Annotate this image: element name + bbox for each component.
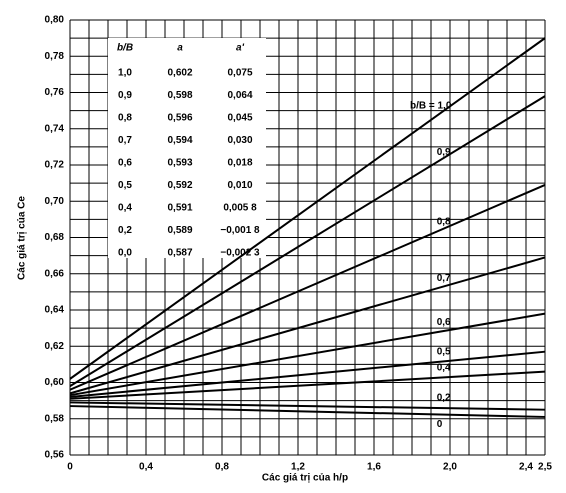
y-tick-label: 0,80 [45, 15, 65, 26]
y-tick-label: 0,70 [45, 196, 65, 207]
x-tick-label: 2,4 [519, 462, 533, 473]
y-axis-label: Các giá trị của Ce [17, 196, 28, 280]
table-cell: 0,045 [227, 113, 252, 124]
line-label: 0,8 [437, 216, 451, 227]
table-cell: 0,6 [118, 158, 132, 169]
table-cell: 0,594 [167, 135, 192, 146]
table-cell: −0,002 3 [220, 248, 260, 259]
x-tick-label: 0,8 [215, 462, 229, 473]
table-cell: 0,8 [118, 113, 132, 124]
table-cell: 0,587 [167, 248, 192, 259]
x-tick-label: 1,6 [367, 462, 381, 473]
line [69, 37, 546, 380]
table-cell: 0,602 [167, 68, 192, 79]
y-tick-label: 0,72 [45, 160, 65, 171]
x-tick-label: 2,5 [538, 462, 552, 473]
table-header: a [177, 43, 183, 54]
y-tick-label: 0,66 [45, 268, 65, 279]
table-cell: 0,4 [118, 203, 132, 214]
line-label: 0,5 [437, 347, 451, 358]
table-cell: 0,598 [167, 90, 192, 101]
y-tick-label: 0,58 [45, 413, 65, 424]
line [69, 256, 546, 395]
line-label: 0,4 [437, 362, 451, 373]
table-cell: 0,591 [167, 203, 192, 214]
table-cell: 0,005 8 [223, 203, 257, 214]
line [69, 401, 546, 411]
table-cell: −0,001 8 [220, 225, 260, 236]
table-header: b/B [117, 43, 133, 54]
y-tick-label: 0,78 [45, 51, 65, 62]
line [69, 370, 546, 400]
y-tick-label: 0,76 [45, 87, 65, 98]
line-label: b/B = 1,0 [410, 100, 452, 111]
table-cell: 0,5 [118, 180, 132, 191]
line-label: 0,6 [437, 317, 451, 328]
line-label: 0,7 [437, 273, 451, 284]
table-cell: 0,064 [227, 90, 252, 101]
y-tick-label: 0,64 [45, 305, 65, 316]
table-cell: 0,9 [118, 90, 132, 101]
y-tick-label: 0,74 [45, 123, 65, 134]
table-cell: 0,0 [118, 248, 132, 259]
line [69, 312, 546, 397]
table-header: a' [236, 43, 245, 54]
line [69, 350, 546, 398]
x-tick-label: 0,4 [139, 462, 153, 473]
table-cell: 0,030 [227, 135, 252, 146]
table-cell: 1,0 [118, 68, 132, 79]
table-box [108, 38, 266, 258]
x-tick-label: 2,0 [443, 462, 457, 473]
table-cell: 0,075 [227, 68, 252, 79]
x-tick-label: 1,2 [291, 462, 305, 473]
line-label: 0,9 [437, 147, 451, 158]
x-tick-label: 0 [67, 462, 73, 473]
x-axis-label: Các giá trị của h/p [262, 473, 348, 484]
table-cell: 0,593 [167, 158, 192, 169]
y-tick-label: 0,62 [45, 341, 65, 352]
table-cell: 0,592 [167, 180, 192, 191]
table-cell: 0,2 [118, 225, 132, 236]
y-tick-label: 0,56 [45, 450, 65, 461]
y-tick-label: 0,68 [45, 232, 65, 243]
line [69, 405, 546, 418]
line-label: 0 [437, 419, 443, 430]
y-tick-label: 0,60 [45, 377, 65, 388]
table-cell: 0,596 [167, 113, 192, 124]
line [69, 95, 546, 387]
line-label: 0,2 [437, 393, 451, 404]
line [69, 184, 546, 391]
table-cell: 0,018 [227, 158, 252, 169]
table-cell: 0,589 [167, 225, 192, 236]
table-cell: 0,010 [227, 180, 252, 191]
table-cell: 0,7 [118, 135, 132, 146]
